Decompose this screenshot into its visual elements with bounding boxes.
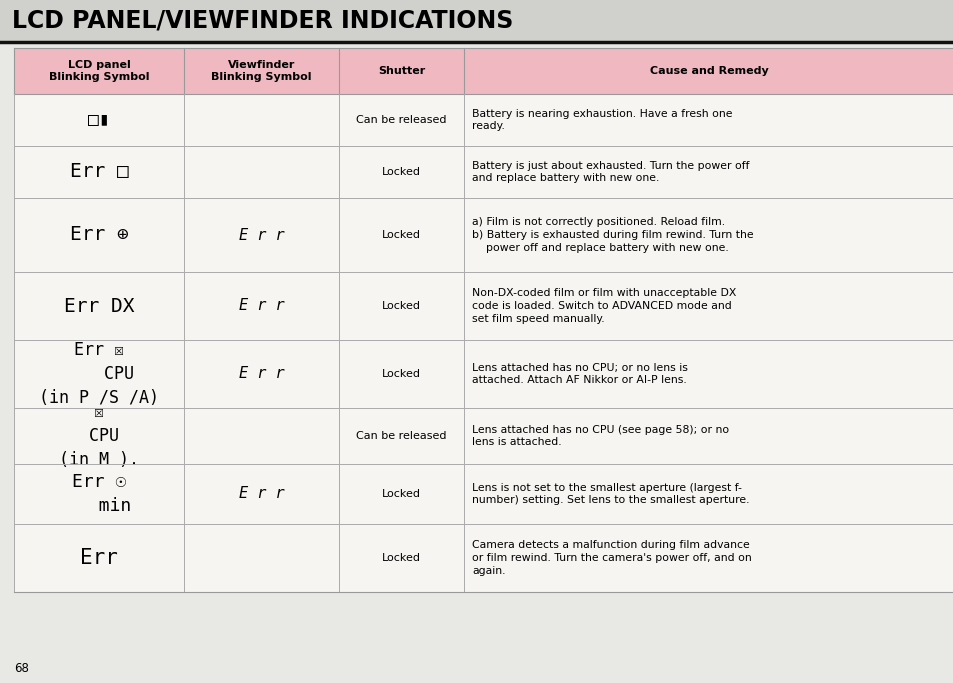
- Text: Camera detects a malfunction during film advance
or film rewind. Turn the camera: Camera detects a malfunction during film…: [472, 540, 751, 576]
- Text: Can be released: Can be released: [355, 115, 446, 125]
- Text: Locked: Locked: [381, 553, 420, 563]
- Text: LCD panel
Blinking Symbol: LCD panel Blinking Symbol: [49, 60, 149, 82]
- Text: E r r: E r r: [238, 298, 284, 313]
- Text: Locked: Locked: [381, 369, 420, 379]
- Text: Lens is not set to the smallest aperture (largest f-
number) setting. Set lens t: Lens is not set to the smallest aperture…: [472, 483, 749, 505]
- Text: LCD PANEL/VIEWFINDER INDICATIONS: LCD PANEL/VIEWFINDER INDICATIONS: [12, 8, 513, 32]
- Text: Err ☒
    CPU
(in P /S /A): Err ☒ CPU (in P /S /A): [39, 342, 159, 406]
- Text: Err □: Err □: [70, 163, 129, 182]
- Text: Locked: Locked: [381, 230, 420, 240]
- Text: Locked: Locked: [381, 301, 420, 311]
- Text: Locked: Locked: [381, 167, 420, 177]
- Text: Locked: Locked: [381, 489, 420, 499]
- Text: 68: 68: [14, 662, 29, 675]
- Text: a) Film is not correctly positioned. Reload film.
b) Battery is exhausted during: a) Film is not correctly positioned. Rel…: [472, 217, 753, 253]
- Text: Viewfinder
Blinking Symbol: Viewfinder Blinking Symbol: [211, 60, 312, 82]
- Text: E r r: E r r: [238, 486, 284, 501]
- Text: E r r: E r r: [238, 227, 284, 242]
- Text: Cause and Remedy: Cause and Remedy: [649, 66, 767, 76]
- Text: Lens attached has no CPU (see page 58); or no
lens is attached.: Lens attached has no CPU (see page 58); …: [472, 425, 728, 447]
- Text: Lens attached has no CPU; or no lens is
attached. Attach AF Nikkor or AI-P lens.: Lens attached has no CPU; or no lens is …: [472, 363, 687, 385]
- Text: Shutter: Shutter: [377, 66, 425, 76]
- Bar: [14, 48, 953, 94]
- Text: E r r: E r r: [238, 367, 284, 382]
- Text: ☒
 CPU
(in M ).: ☒ CPU (in M ).: [59, 404, 139, 469]
- Bar: [0, 0, 953, 42]
- Text: Can be released: Can be released: [355, 431, 446, 441]
- Text: Err ⊕: Err ⊕: [70, 225, 129, 245]
- Text: Battery is nearing exhaustion. Have a fresh one
ready.: Battery is nearing exhaustion. Have a fr…: [472, 109, 732, 131]
- Text: Err ☉
   min: Err ☉ min: [67, 473, 132, 515]
- Text: Non-DX-coded film or film with unacceptable DX
code is loaded. Switch to ADVANCE: Non-DX-coded film or film with unaccepta…: [472, 288, 736, 324]
- Text: Battery is just about exhausted. Turn the power off
and replace battery with new: Battery is just about exhausted. Turn th…: [472, 161, 749, 184]
- Text: □▮: □▮: [88, 111, 110, 129]
- Text: Err: Err: [80, 548, 118, 568]
- Text: Err DX: Err DX: [64, 296, 134, 316]
- Bar: [14, 94, 953, 592]
